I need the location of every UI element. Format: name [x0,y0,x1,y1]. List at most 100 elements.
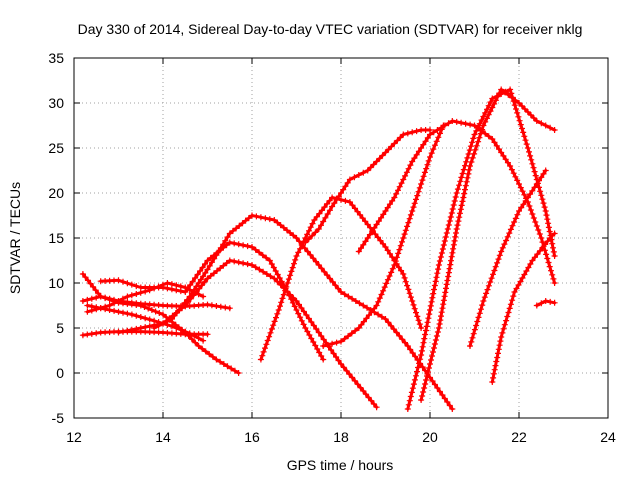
data-point-marker [538,235,545,241]
data-point-marker [430,146,437,153]
data-point-marker [397,134,404,141]
data-point-marker [204,301,211,308]
data-point-marker [437,254,444,260]
data-point-marker [375,218,382,225]
data-point-marker [480,113,487,120]
data-point-marker [79,298,86,304]
data-point-marker [415,148,422,155]
data-point-marker [403,169,410,176]
data-point-marker [501,89,508,96]
data-point-marker [321,204,328,211]
data-point-marker [427,302,434,309]
data-point-marker [508,94,515,101]
data-point-marker [106,302,113,309]
data-point-marker [434,385,441,391]
data-point-marker [423,377,429,383]
data-point-marker [496,146,502,153]
data-point-marker [133,291,140,297]
data-point-marker [462,186,468,193]
data-point-marker [499,244,506,251]
data-point-marker [206,351,213,358]
data-point-marker [495,346,502,353]
data-point-marker [494,354,501,361]
data-point-marker [391,262,398,268]
data-point-marker [115,308,122,315]
data-point-marker [439,246,446,252]
data-point-marker [527,112,534,118]
data-point-marker [406,215,413,222]
data-point-marker [373,302,380,309]
y-tick-label: 15 [48,230,64,246]
data-point-marker [256,249,263,256]
data-point-marker [519,125,525,132]
data-point-marker [487,99,494,106]
data-point-marker [386,250,393,257]
data-point-marker [416,184,423,191]
data-point-marker [510,170,517,177]
data-point-marker [540,200,547,207]
data-point-marker [524,145,531,151]
data-point-marker [311,217,318,223]
data-point-marker [418,145,425,151]
data-point-marker [206,262,213,269]
data-point-marker [333,339,340,346]
data-point-marker [537,188,544,195]
data-point-marker [402,172,409,179]
data-point-marker [226,239,233,246]
data-point-marker [461,190,468,197]
data-point-marker [516,117,523,124]
y-axis-title: SDTVAR / TECUs [7,182,23,294]
data-point-marker [280,224,287,231]
data-point-marker [84,308,91,315]
data-point-marker [235,370,242,376]
data-point-marker [509,297,516,304]
data-point-marker [406,397,413,404]
data-point-marker [475,124,482,131]
data-point-marker [343,367,350,374]
data-point-marker [277,281,284,288]
series-layer [79,86,558,412]
data-point-marker [374,234,381,241]
data-point-marker [519,275,526,281]
data-point-marker [252,246,259,253]
data-point-marker [513,106,519,112]
data-point-marker [500,152,507,159]
data-point-marker [496,90,503,97]
data-point-marker [511,289,518,295]
data-point-marker [360,318,367,325]
data-point-marker [470,135,477,142]
series-trace-11 [320,122,447,349]
data-point-marker [438,124,445,131]
data-point-marker [423,327,429,334]
data-point-marker [85,277,91,284]
data-point-marker [518,204,525,211]
data-point-marker [326,275,333,282]
data-point-marker [431,286,437,293]
data-point-marker [409,208,416,214]
data-point-marker [447,214,454,220]
data-point-marker [450,245,457,252]
data-point-marker [498,248,505,255]
data-point-marker [472,146,479,153]
data-point-marker [320,343,327,349]
data-point-marker [462,120,469,127]
data-point-marker [534,251,541,258]
data-point-marker [457,178,464,185]
data-point-marker [295,249,302,256]
data-point-marker [115,277,122,284]
data-point-marker [533,118,540,124]
data-point-marker [313,326,320,332]
data-point-marker [426,365,432,371]
data-point-marker [386,201,393,208]
data-point-marker [432,337,439,343]
series-trace-10 [302,127,433,246]
data-point-marker [386,273,393,279]
data-point-marker [365,394,372,401]
data-point-marker [274,271,281,278]
y-tick-label: 5 [56,320,64,336]
data-point-marker [345,293,352,300]
data-point-marker [137,289,144,296]
data-point-marker [244,243,251,250]
data-point-marker [531,184,538,191]
data-point-marker [427,307,433,313]
